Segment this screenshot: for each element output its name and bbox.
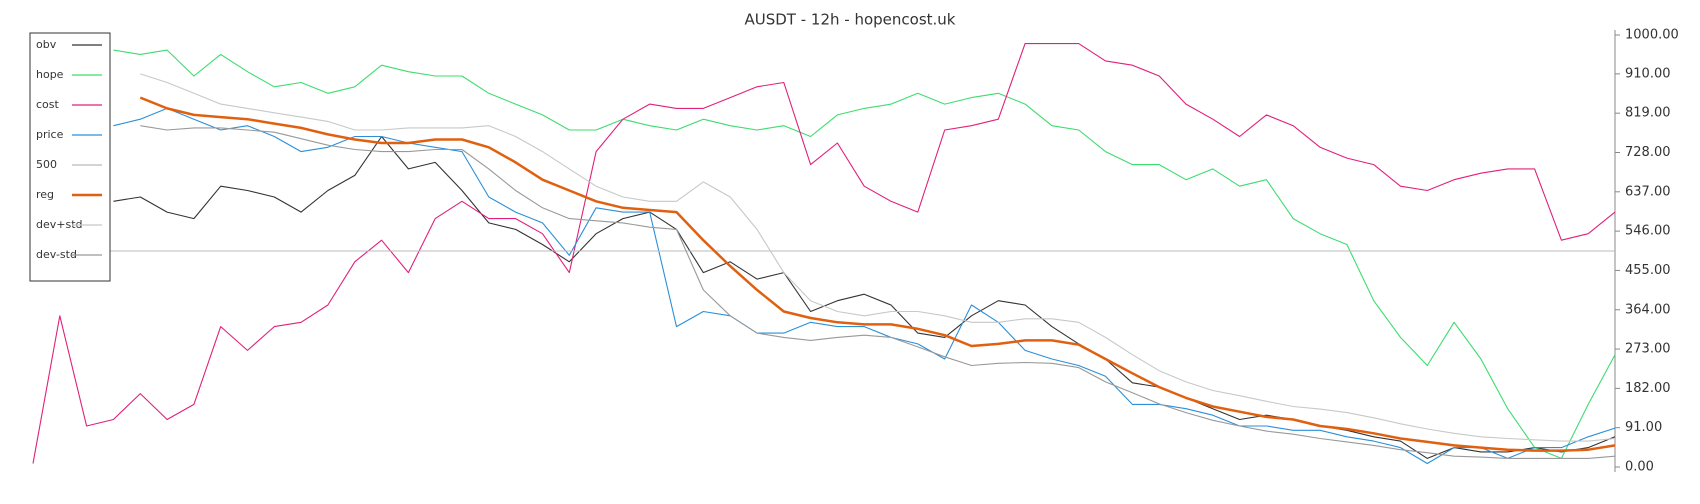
y-tick-label: 1000.00 <box>1625 28 1679 43</box>
series-line <box>140 125 1616 459</box>
legend-label: hope <box>36 68 64 81</box>
y-tick-label: 364.00 <box>1625 302 1671 317</box>
legend: obv hope cost price 500 reg dev+std dev-std <box>29 32 111 282</box>
legend-label: dev-std <box>36 248 77 261</box>
y-tick-label: 455.00 <box>1625 263 1671 278</box>
series-line <box>113 107 1616 465</box>
y-tick-label: 819.00 <box>1625 106 1671 121</box>
legend-label: cost <box>36 98 60 111</box>
legend-box <box>29 32 111 282</box>
y-tick-label: 0.00 <box>1625 460 1654 475</box>
legend-label: price <box>36 128 64 141</box>
y-tick-label: 910.00 <box>1625 66 1671 81</box>
series-line <box>139 96 1616 452</box>
y-tick-label: 728.00 <box>1625 145 1671 160</box>
series-line <box>113 49 1616 459</box>
legend-label: 500 <box>36 158 57 171</box>
legend-label: reg <box>36 188 54 201</box>
y-tick-label: 182.00 <box>1625 381 1671 396</box>
chart-title: AUSDT - 12h - hopencost.uk <box>745 11 956 29</box>
series-line <box>140 73 1616 442</box>
y-tick-label: 546.00 <box>1625 224 1671 239</box>
series-line <box>113 135 1616 459</box>
y-tick-label: 273.00 <box>1625 342 1671 357</box>
y-tick-label: 637.00 <box>1625 184 1671 199</box>
legend-label: dev+std <box>36 218 83 231</box>
y-tick-label: 91.00 <box>1625 420 1662 435</box>
legend-label: obv <box>36 38 57 51</box>
series-line <box>32 43 1616 464</box>
